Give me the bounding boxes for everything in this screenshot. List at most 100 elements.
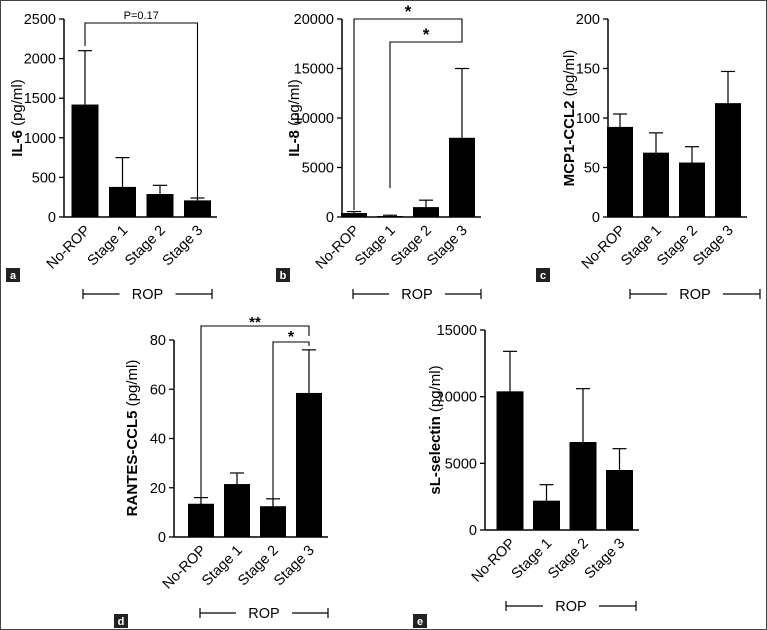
y-tick-label: 500 [32, 170, 56, 186]
y-tick-label: 5000 [302, 161, 334, 177]
significance-bracket [272, 341, 310, 525]
y-axis-title-unit: (pg/ml) [124, 360, 141, 411]
y-tick-label: 40 [150, 432, 166, 448]
y-axis-title: sL-selectin (pg/ml) [427, 365, 444, 494]
y-axis-title-unit: (pg/ml) [286, 79, 303, 130]
bar-stage-3 [606, 470, 633, 530]
y-tick-label: 2000 [24, 52, 56, 68]
x-tick-label: Stage 2 [122, 223, 169, 270]
y-tick-label: 150 [576, 62, 600, 78]
significance-label: ** [249, 314, 261, 331]
panel-label-box [276, 268, 290, 282]
panel-label: b [280, 270, 287, 282]
bar-stage-3 [184, 200, 211, 217]
x-tick-label: No-ROP [579, 223, 629, 273]
y-axis-title: RANTES-CCL5 (pg/ml) [124, 360, 141, 517]
x-tick-label: Stage 3 [690, 223, 737, 270]
y-tick-label: 2500 [24, 12, 56, 28]
group-label: ROP [679, 287, 710, 303]
x-tick-label: Stage 3 [424, 223, 471, 270]
panel-label: d [118, 616, 125, 628]
y-axis-title-unit: (pg/ml) [427, 365, 444, 416]
y-tick-label: 200 [576, 12, 600, 28]
y-axis-title-bold: RANTES-CCL5 [124, 411, 141, 517]
y-axis-title-bold: sL-selectin [427, 416, 444, 494]
bar-stage-2 [413, 207, 439, 217]
y-tick-label: 80 [150, 333, 166, 349]
panel-label-box [114, 614, 128, 628]
bar-stage-1 [109, 186, 136, 217]
y-axis-title: IL-6 (pg/ml) [9, 79, 26, 157]
y-tick-label: 10000 [294, 111, 334, 127]
y-tick-label: 1500 [24, 91, 56, 107]
significance-label: * [423, 25, 430, 44]
x-tick-label: No-ROP [160, 543, 210, 593]
panel-label-box [413, 614, 427, 628]
chart-panel-b: 0 5000 10000 15000 20000 IL-8 (pg/ml) No-ROP St… [276, 2, 482, 303]
panel-label-box [6, 268, 20, 282]
bar-stage-3 [715, 103, 741, 217]
y-tick-label: 0 [158, 530, 166, 546]
panel-label: a [10, 270, 17, 282]
panel-label-box [536, 268, 550, 282]
y-tick-label: 1000 [24, 131, 56, 147]
y-axis-title: IL-8 (pg/ml) [286, 79, 303, 157]
x-tick-label: No-ROP [313, 223, 363, 273]
y-axis-title-bold: IL-8 [286, 130, 303, 157]
x-tick-label: Stage 1 [85, 223, 132, 270]
y-tick-label: 50 [584, 161, 600, 177]
y-tick-label: 0 [48, 210, 56, 226]
significance-bracket [353, 18, 463, 210]
bar-no-rop [341, 213, 367, 217]
x-tick-label: Stage 3 [582, 536, 629, 583]
y-tick-label: 0 [592, 210, 600, 226]
y-tick-label: 10000 [437, 390, 477, 406]
y-tick-label: 20 [150, 481, 166, 497]
bar-no-rop [607, 126, 633, 217]
x-tick-label: Stage 3 [160, 223, 207, 270]
group-label: ROP [248, 606, 279, 622]
panel-label: e [417, 616, 423, 628]
y-tick-label: 0 [326, 210, 334, 226]
significance-label: * [405, 2, 412, 21]
significance-label: P=0.17 [124, 10, 159, 22]
significance-bracket [200, 325, 310, 505]
y-tick-label: 5000 [445, 456, 477, 472]
y-tick-label: 20000 [294, 12, 334, 28]
significance-bracket [84, 22, 199, 200]
y-tick-label: 15000 [437, 323, 477, 339]
bar-no-rop [71, 104, 99, 217]
chart-panel-d: 0 20 40 60 80 RANTES-CCL5 (pg/ml) No-ROP Stage … [114, 314, 329, 628]
x-tick-label: No-ROP [469, 536, 519, 586]
y-axis-title: MCP1-CCL2 (pg/ml) [561, 50, 578, 187]
y-axis-title-bold: MCP1-CCL2 [561, 101, 578, 187]
bar-stage-1 [533, 500, 560, 530]
bar-stage-1 [224, 484, 250, 537]
bar-stage-2 [146, 194, 174, 217]
y-tick-label: 15000 [294, 62, 334, 78]
y-axis-title-bold: IL-6 [9, 130, 26, 157]
group-label: ROP [401, 287, 432, 303]
y-tick-label: 0 [469, 523, 477, 539]
bar-stage-1 [643, 152, 669, 217]
bar-stage-3 [296, 392, 322, 537]
bar-stage-3 [449, 137, 475, 217]
bar-stage-2 [679, 162, 705, 217]
group-label: ROP [132, 287, 163, 303]
panel-label: c [540, 270, 546, 282]
significance-bracket [389, 40, 463, 188]
bar-no-rop [188, 503, 214, 537]
group-label: ROP [555, 599, 586, 615]
x-tick-label: No-ROP [44, 223, 94, 273]
y-axis-title-unit: (pg/ml) [561, 50, 578, 101]
chart-panel-e: 0 5000 10000 15000 sL-selectin (pg/ml) No-ROP… [413, 323, 639, 628]
bar-stage-1 [377, 216, 403, 217]
bar-stage-2 [569, 442, 597, 530]
y-axis-title-unit: (pg/ml) [9, 79, 26, 130]
significance-label: * [288, 329, 295, 346]
chart-panel-c: 0 50 100 150 200 MCP1-CCL2 (pg/ml) No-ROP Stage… [536, 12, 761, 303]
bar-no-rop [496, 391, 524, 530]
